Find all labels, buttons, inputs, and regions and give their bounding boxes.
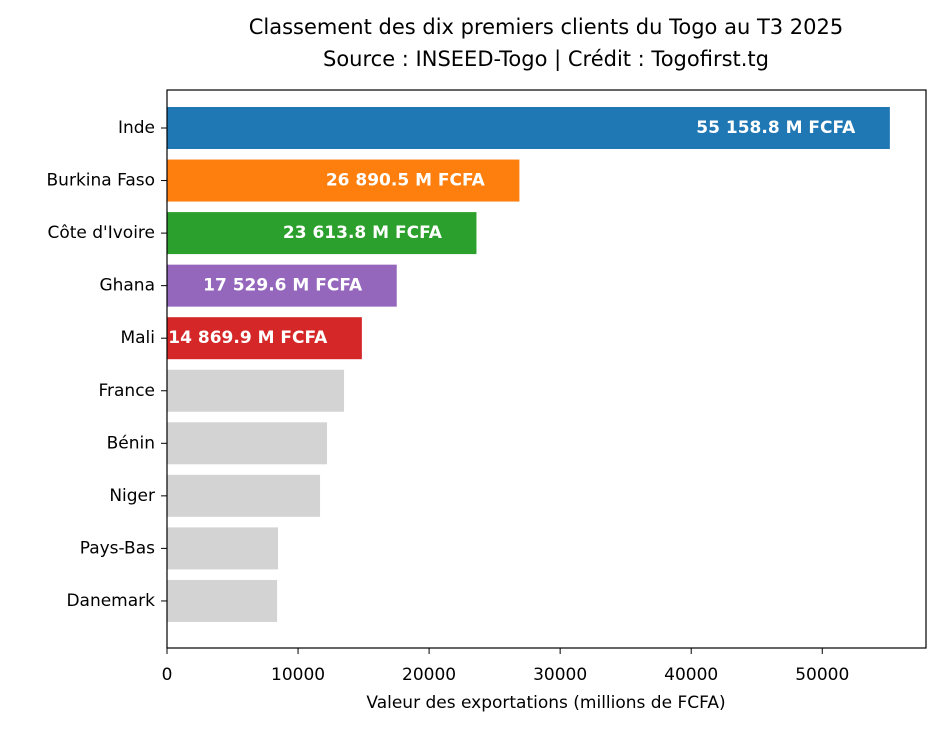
- x-tick-label: 30000: [533, 665, 587, 685]
- bar: [167, 422, 328, 465]
- bar: [167, 579, 278, 622]
- value-label: 55 158.8 M FCFA: [696, 118, 856, 138]
- x-tick-label: 10000: [271, 665, 325, 685]
- bar: [167, 369, 345, 412]
- bar: [167, 212, 477, 255]
- value-label: 26 890.5 M FCFA: [326, 171, 486, 191]
- axes-frame: [166, 89, 927, 649]
- y-tick-label: France: [98, 381, 155, 401]
- y-tick-label: Côte d'Ivoire: [47, 223, 155, 243]
- x-tick-label: 20000: [402, 665, 456, 685]
- x-tick-label: 0: [162, 665, 173, 685]
- x-tick-label: 50000: [795, 665, 849, 685]
- bar: [167, 317, 362, 360]
- y-tick-label: Bénin: [107, 433, 155, 453]
- value-label: 14 869.9 M FCFA: [168, 328, 328, 348]
- bar: [167, 107, 890, 149]
- value-label: 23 613.8 M FCFA: [283, 223, 443, 243]
- bar: [167, 264, 397, 307]
- y-tick-label: Pays-Bas: [80, 538, 155, 558]
- y-tick-label: Inde: [118, 118, 155, 138]
- bar: [167, 474, 321, 517]
- bar: [167, 159, 520, 202]
- chart-title: Classement des dix premiers clients du T…: [249, 15, 844, 39]
- value-label: 17 529.6 M FCFA: [203, 276, 363, 296]
- y-tick-label: Danemark: [66, 591, 155, 611]
- y-tick-label: Niger: [109, 486, 155, 506]
- y-tick-label: Mali: [120, 328, 155, 348]
- x-tick-label: 40000: [664, 665, 718, 685]
- y-tick-label: Ghana: [99, 276, 155, 296]
- x-axis-label: Valeur des exportations (millions de FCF…: [366, 693, 725, 713]
- plot-area: 55 158.8 M FCFA 26 890.5 M FCFA 23 613.8 M…: [167, 107, 890, 622]
- bar: [167, 527, 278, 570]
- y-tick-label: Burkina Faso: [47, 171, 155, 191]
- chart-subtitle: Source : INSEED-Togo | Crédit : Togofirs…: [323, 47, 769, 72]
